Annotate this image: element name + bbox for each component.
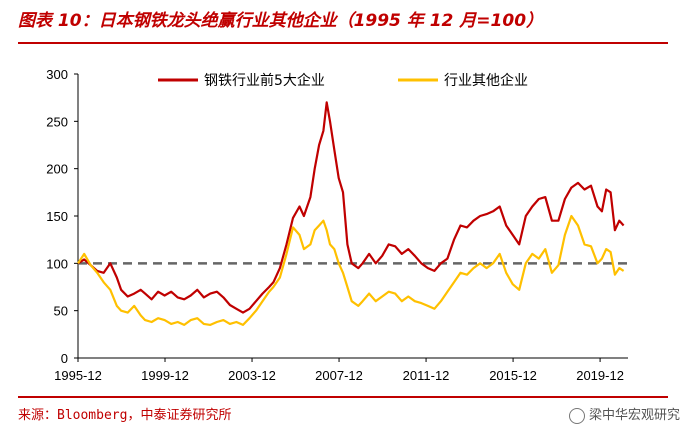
y-tick-label: 300 <box>46 67 68 82</box>
watermark-text: 梁中华宏观研究 <box>588 408 680 423</box>
chart-series <box>77 101 628 326</box>
x-tick-label: 2003-12 <box>228 368 276 383</box>
chart-legend: 钢铁行业前5大企业 行业其他企业 <box>158 72 528 89</box>
title-divider <box>18 42 668 44</box>
line-chart: 0 50 100 150 200 250 300 1995-12 1999-12 2003-12… <box>46 67 628 383</box>
y-tick-label: 50 <box>54 304 68 319</box>
series-line-1 <box>77 101 625 314</box>
chart-title: 图表 10：日本钢铁龙头绝赢行业其他企业（1995 年 12 月=100） <box>18 11 544 31</box>
footer-divider <box>18 396 668 398</box>
x-tick-label: 2015-12 <box>489 368 537 383</box>
x-tick-label: 2019-12 <box>576 368 624 383</box>
x-tick-label: 1995-12 <box>54 368 102 383</box>
y-tick-label: 250 <box>46 114 68 129</box>
x-tick-label: 2007-12 <box>315 368 363 383</box>
wechat-icon <box>568 407 585 424</box>
y-tick-label: 100 <box>46 256 68 271</box>
legend-label-2: 行业其他企业 <box>444 72 528 89</box>
source-note: 来源：Bloomberg，中泰证券研究所 <box>18 408 232 423</box>
watermark: 梁中华宏观研究 <box>568 404 680 424</box>
series-line-2 <box>77 214 625 326</box>
y-axis-ticks: 0 50 100 150 200 250 300 <box>46 67 78 366</box>
x-tick-label: 2011-12 <box>403 368 450 383</box>
y-tick-label: 200 <box>46 162 68 177</box>
legend-label-1: 钢铁行业前5大企业 <box>204 72 325 89</box>
x-tick-label: 1999-12 <box>141 368 189 383</box>
chart-axes <box>77 74 628 359</box>
x-axis-ticks: 1995-12 1999-12 2003-12 2007-12 2011-12 2015-… <box>54 358 624 383</box>
y-tick-label: 0 <box>61 351 68 366</box>
y-tick-label: 150 <box>46 209 68 224</box>
